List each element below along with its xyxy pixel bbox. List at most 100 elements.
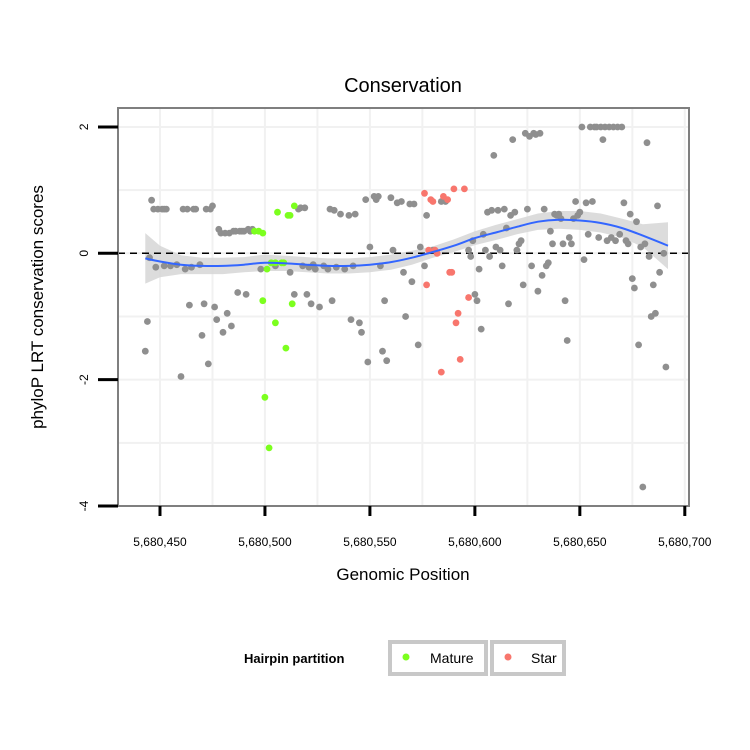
legend-key-box-star <box>490 640 566 676</box>
data-point-other <box>584 230 592 238</box>
data-point-other <box>494 206 502 214</box>
data-point-other <box>509 136 517 144</box>
data-point-other <box>618 123 626 131</box>
data-point-other <box>473 297 481 305</box>
data-point-mature <box>286 212 294 219</box>
data-point-other <box>496 246 504 254</box>
smooth-line-layer <box>145 218 669 268</box>
data-point-other <box>572 198 579 205</box>
data-point-mature <box>263 265 271 273</box>
data-point-star <box>450 185 458 193</box>
data-point-other <box>511 208 519 216</box>
data-point-other <box>345 212 353 219</box>
data-point-other <box>337 210 344 218</box>
data-point-other <box>400 268 407 276</box>
data-point-other <box>387 194 395 202</box>
data-point-other <box>162 205 170 213</box>
data-point-other <box>645 253 653 260</box>
data-point-star <box>423 281 430 289</box>
data-point-other <box>482 246 489 254</box>
data-point-other <box>316 303 323 311</box>
data-point-other <box>358 328 365 336</box>
data-point-other <box>204 360 212 368</box>
data-point-other <box>144 318 151 325</box>
points-layer <box>141 123 670 491</box>
data-point-other <box>328 297 336 305</box>
plot-border <box>117 107 690 507</box>
data-point-star <box>437 368 445 376</box>
data-point-other <box>517 237 525 245</box>
data-point-star <box>448 268 456 276</box>
data-point-other <box>301 204 309 212</box>
data-point-other <box>389 246 397 254</box>
x-tick-label: 5,680,450 <box>133 535 187 549</box>
data-point-other <box>152 263 160 271</box>
data-point-other <box>477 325 485 333</box>
data-point-other <box>563 337 571 344</box>
data-point-other <box>148 196 156 204</box>
data-point-mature <box>272 319 279 327</box>
data-point-mature <box>288 300 296 308</box>
legend-key-box-mature <box>388 640 488 676</box>
data-point-other <box>192 205 200 213</box>
data-point-other <box>652 309 659 317</box>
data-point-star <box>461 185 468 193</box>
x-tick-label: 5,680,550 <box>343 535 397 549</box>
legend: Hairpin partition Mature Star <box>244 640 566 676</box>
data-point-other <box>141 347 149 355</box>
data-point-other <box>257 265 265 273</box>
smooth-trend-line <box>145 218 669 268</box>
data-point-other <box>200 300 208 308</box>
y-axis-title: phyloP LRT conservation scores <box>28 185 47 429</box>
data-point-other <box>578 123 586 131</box>
data-point-other <box>351 210 359 218</box>
data-point-other <box>519 281 527 289</box>
data-point-mature <box>261 393 269 401</box>
y-axis: -4 -2 0 2 <box>77 123 118 511</box>
data-point-other <box>580 256 588 263</box>
data-point-other <box>290 291 298 298</box>
data-point-other <box>616 230 624 238</box>
data-point-other <box>662 363 670 371</box>
data-point-other <box>656 268 663 276</box>
data-point-other <box>467 253 475 260</box>
data-point-other <box>381 297 388 305</box>
data-point-other <box>307 300 315 308</box>
data-point-other <box>631 284 638 292</box>
data-point-other <box>366 243 374 251</box>
data-point-other <box>505 300 512 308</box>
data-point-mature <box>265 444 273 452</box>
data-point-other <box>410 200 418 208</box>
x-tick-label: 5,680,650 <box>553 535 607 549</box>
data-point-other <box>500 205 508 213</box>
data-point-other <box>620 199 628 207</box>
data-point-other <box>303 291 311 298</box>
x-axis-title: Genomic Position <box>336 565 469 584</box>
data-point-other <box>524 205 531 213</box>
data-point-other <box>559 240 567 248</box>
data-point-other <box>649 281 657 289</box>
data-point-other <box>421 262 428 270</box>
data-point-star <box>452 319 460 327</box>
data-point-other <box>486 253 493 260</box>
data-point-other <box>582 199 590 207</box>
data-point-other <box>330 206 338 214</box>
y-tick-label: -4 <box>77 500 91 511</box>
data-point-other <box>356 319 363 327</box>
data-point-star <box>465 294 472 301</box>
x-tick-label: 5,680,700 <box>658 535 712 549</box>
data-point-star <box>444 196 451 204</box>
data-point-other <box>633 218 640 226</box>
data-point-other <box>362 196 370 204</box>
data-point-other <box>211 303 219 311</box>
data-point-other <box>383 357 391 365</box>
data-point-other <box>160 262 168 270</box>
data-point-other <box>228 322 235 330</box>
data-point-other <box>660 249 668 257</box>
data-point-other <box>576 208 584 216</box>
data-point-other <box>341 265 349 273</box>
data-point-other <box>475 265 483 273</box>
data-point-other <box>209 202 216 210</box>
data-point-other <box>540 205 548 213</box>
y-tick-label: -2 <box>77 374 91 385</box>
